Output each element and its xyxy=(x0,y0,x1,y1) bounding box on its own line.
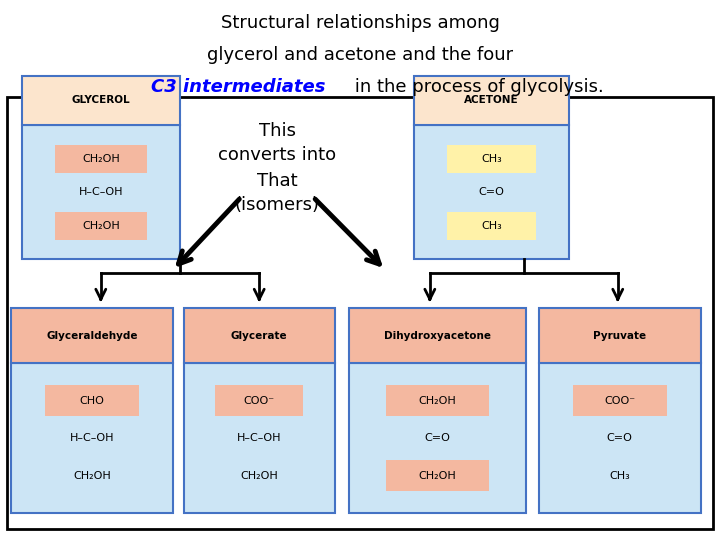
Text: CH₂OH: CH₂OH xyxy=(82,154,120,164)
Text: C=O: C=O xyxy=(425,433,450,443)
Text: Dihydroxyacetone: Dihydroxyacetone xyxy=(384,330,491,341)
FancyBboxPatch shape xyxy=(11,363,173,513)
Text: CH₂OH: CH₂OH xyxy=(240,470,278,481)
FancyBboxPatch shape xyxy=(349,363,526,513)
FancyBboxPatch shape xyxy=(7,97,713,529)
Text: glycerol and acetone and the four: glycerol and acetone and the four xyxy=(207,46,513,64)
Text: ACETONE: ACETONE xyxy=(464,96,518,105)
FancyBboxPatch shape xyxy=(572,385,667,416)
Text: CH₃: CH₃ xyxy=(609,470,630,481)
FancyBboxPatch shape xyxy=(414,76,569,125)
FancyBboxPatch shape xyxy=(446,212,536,240)
FancyBboxPatch shape xyxy=(414,125,569,259)
FancyBboxPatch shape xyxy=(55,145,147,173)
FancyBboxPatch shape xyxy=(539,308,701,363)
FancyBboxPatch shape xyxy=(349,308,526,363)
Text: CHO: CHO xyxy=(79,396,104,406)
Text: Glyceraldehyde: Glyceraldehyde xyxy=(46,330,138,341)
Text: Pyruvate: Pyruvate xyxy=(593,330,646,341)
Text: Structural relationships among: Structural relationships among xyxy=(220,14,500,31)
Text: in the process of glycolysis.: in the process of glycolysis. xyxy=(349,78,604,96)
FancyBboxPatch shape xyxy=(22,76,180,125)
Text: CH₂OH: CH₂OH xyxy=(418,470,456,481)
Text: C3 intermediates: C3 intermediates xyxy=(151,78,325,96)
Text: H–C–OH: H–C–OH xyxy=(78,187,123,197)
FancyBboxPatch shape xyxy=(215,385,303,416)
FancyBboxPatch shape xyxy=(446,145,536,173)
Text: CH₂OH: CH₂OH xyxy=(82,221,120,231)
Text: H–C–OH: H–C–OH xyxy=(237,433,282,443)
Text: This
converts into
That
(isomers): This converts into That (isomers) xyxy=(218,122,336,214)
Text: GLYCEROL: GLYCEROL xyxy=(71,96,130,105)
FancyBboxPatch shape xyxy=(22,125,180,259)
FancyBboxPatch shape xyxy=(55,212,147,240)
FancyBboxPatch shape xyxy=(184,363,335,513)
Text: COO⁻: COO⁻ xyxy=(243,396,275,406)
Text: C=O: C=O xyxy=(479,187,504,197)
Text: C=O: C=O xyxy=(607,433,632,443)
Text: Glycerate: Glycerate xyxy=(231,330,287,341)
Text: CH₃: CH₃ xyxy=(481,221,502,231)
FancyBboxPatch shape xyxy=(539,363,701,513)
Text: CH₂OH: CH₂OH xyxy=(418,396,456,406)
FancyBboxPatch shape xyxy=(45,385,139,416)
FancyBboxPatch shape xyxy=(386,385,489,416)
Text: CH₃: CH₃ xyxy=(481,154,502,164)
Text: CH₂OH: CH₂OH xyxy=(73,470,111,481)
FancyBboxPatch shape xyxy=(11,308,173,363)
FancyBboxPatch shape xyxy=(184,308,335,363)
Text: H–C–OH: H–C–OH xyxy=(70,433,114,443)
FancyBboxPatch shape xyxy=(386,460,489,491)
Text: COO⁻: COO⁻ xyxy=(604,396,635,406)
